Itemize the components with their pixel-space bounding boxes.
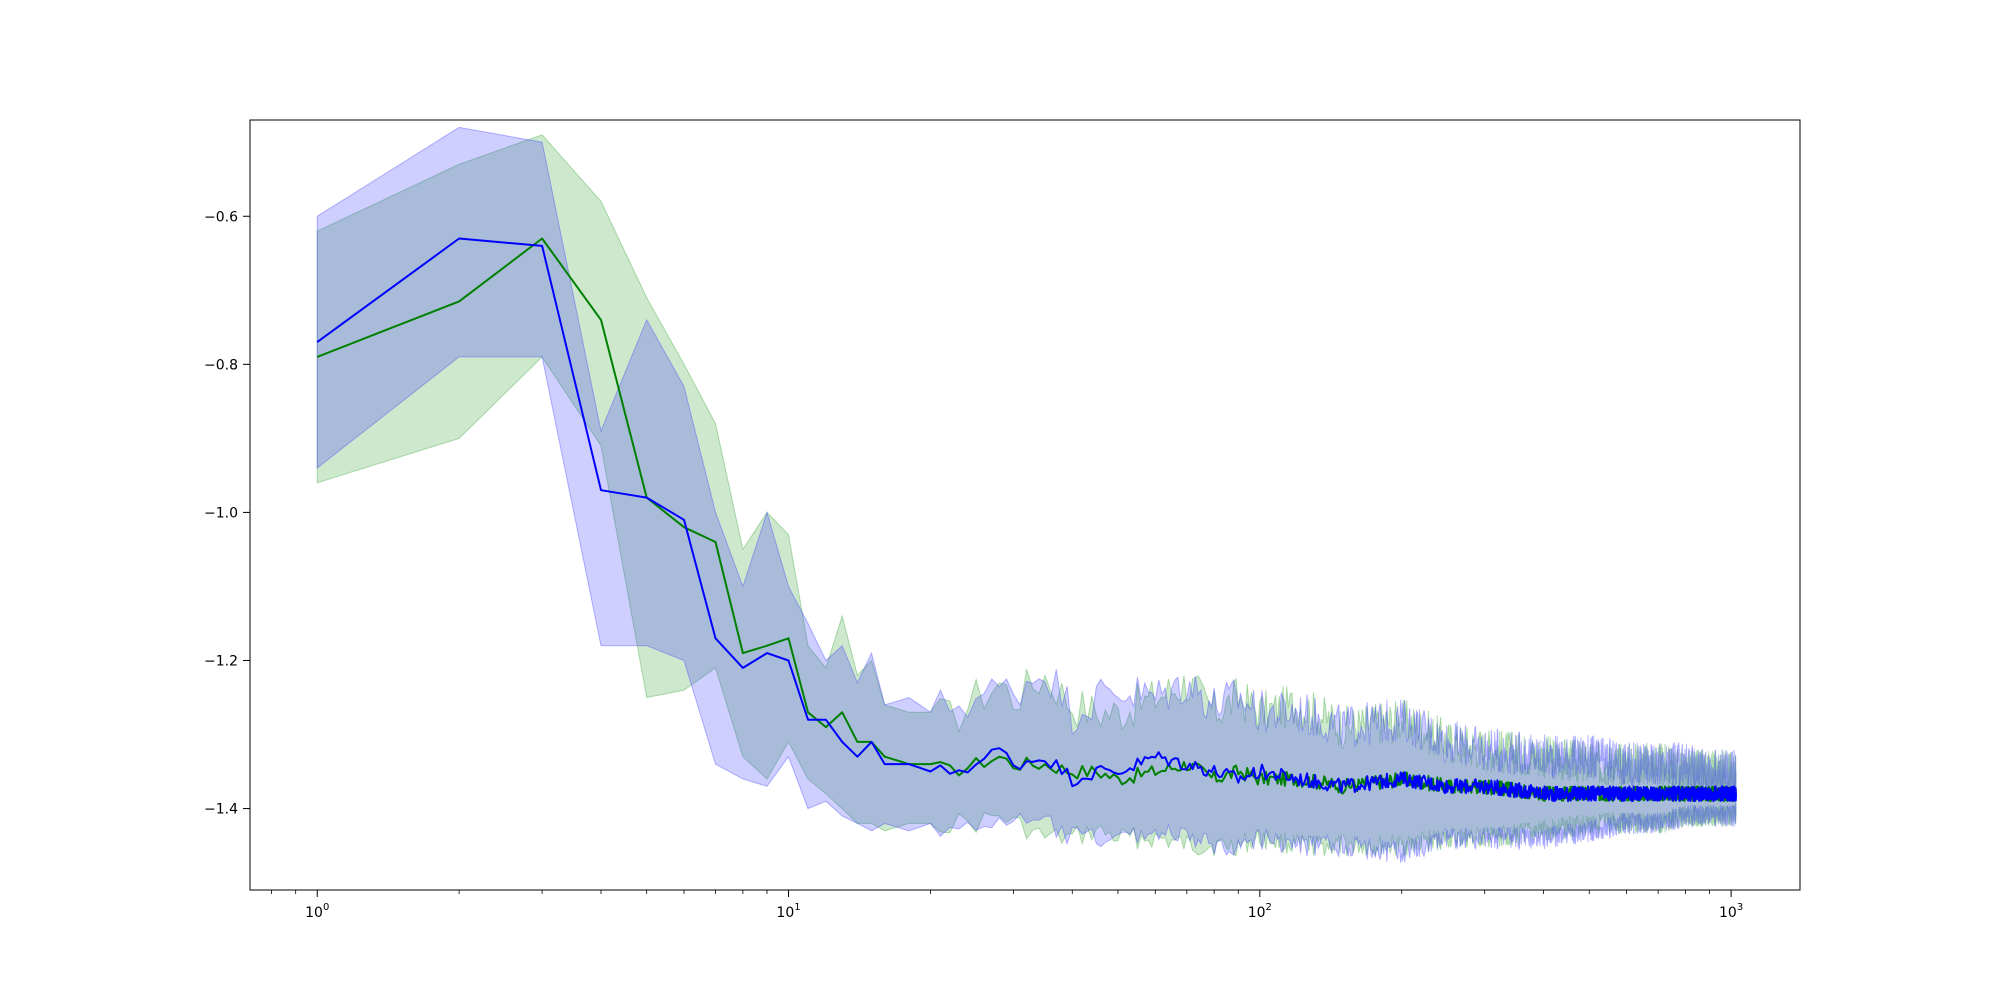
- y-tick-label: −0.8: [204, 357, 238, 373]
- confidence-band-1: [316, 134, 1737, 858]
- x-tick-label: 103: [1719, 902, 1743, 921]
- y-tick-label: −0.6: [204, 209, 238, 225]
- x-tick-label: 100: [305, 902, 329, 921]
- x-tick-label: 101: [776, 902, 800, 921]
- x-tick-label: 102: [1248, 902, 1272, 921]
- plot-frame: [249, 119, 1801, 891]
- x-axis: 100 101 102 103: [271, 890, 1743, 921]
- y-tick-label: −1.2: [204, 653, 238, 669]
- y-axis: −1.4 −1.2 −1.0 −0.8 −0.6: [204, 209, 250, 818]
- y-tick-label: −1.4: [204, 802, 238, 818]
- series-line-2: [316, 237, 1737, 803]
- y-tick-label: −1.0: [204, 505, 238, 521]
- series-lines: [316, 237, 1737, 803]
